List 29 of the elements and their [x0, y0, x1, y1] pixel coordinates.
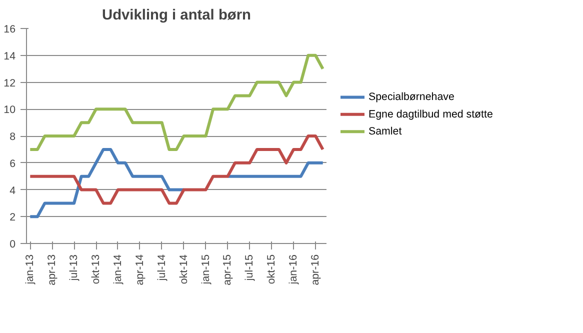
- y-tick-label: 8: [10, 131, 16, 143]
- x-tick-label: apr-16: [310, 254, 322, 286]
- x-tick-label: okt-14: [178, 254, 190, 284]
- y-tick-label: 6: [10, 158, 16, 170]
- line-series: [28, 54, 324, 151]
- x-tick-label: jan-15: [200, 254, 212, 286]
- x-tick-label: apr-13: [46, 254, 58, 286]
- x-tick-label: jan-14: [112, 254, 124, 286]
- x-tick-label: apr-14: [134, 254, 146, 286]
- line-series: [28, 134, 324, 205]
- x-tick-label: jul-13: [68, 254, 80, 282]
- x-tick-label: jul-14: [156, 254, 168, 282]
- x-tick-label: okt-13: [90, 254, 102, 284]
- legend-label: Specialbørnehave: [368, 91, 454, 104]
- legend-label: Egne dagtilbud med støtte: [368, 108, 493, 120]
- x-tick-label: okt-15: [266, 254, 278, 284]
- x-tick-label: jan-16: [288, 254, 300, 286]
- y-tick-label: 0: [10, 238, 16, 250]
- y-tick-label: 16: [4, 24, 16, 36]
- x-tick-label: apr-15: [222, 254, 234, 286]
- y-tick-label: 12: [4, 77, 16, 90]
- y-tick-label: 14: [4, 50, 16, 62]
- y-tick-label: 2: [10, 212, 16, 224]
- y-tick-label: 4: [10, 184, 16, 197]
- chart-title: Udvikling i antal børn: [102, 8, 252, 24]
- x-tick-label: jan-13: [24, 254, 36, 286]
- y-tick-label: 10: [4, 104, 16, 116]
- x-tick-label: jul-15: [244, 254, 256, 282]
- legend-label: Samlet: [368, 126, 402, 138]
